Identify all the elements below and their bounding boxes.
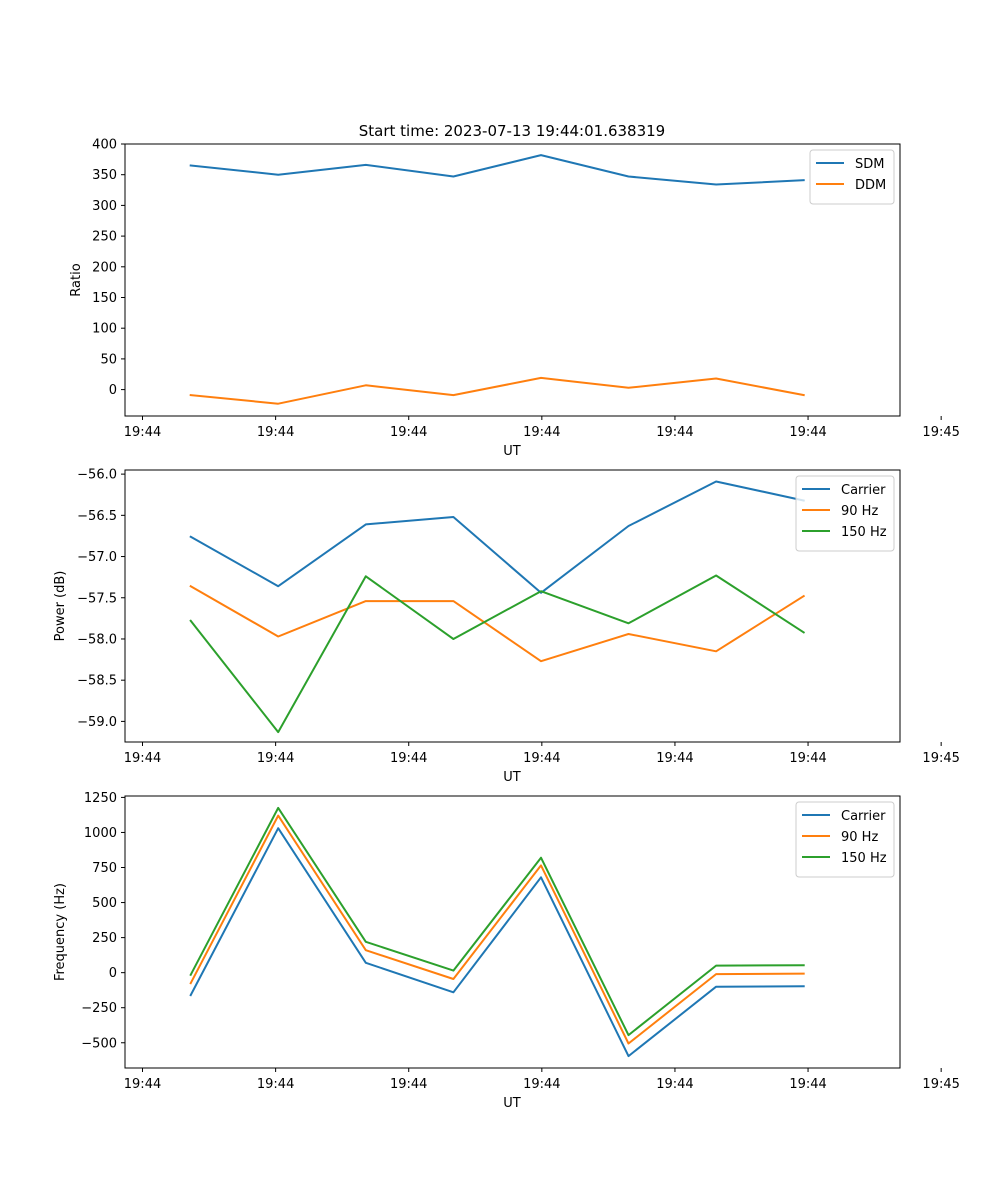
y-tick-label: 500 xyxy=(92,896,117,911)
x-axis-label: UT xyxy=(503,444,521,459)
y-tick-label: 750 xyxy=(92,861,117,876)
y-tick-label: 400 xyxy=(92,138,117,153)
legend-frame xyxy=(795,801,895,878)
series-line-ddm xyxy=(189,376,805,405)
chart-panel-3: 19:44 19:44 19:44 19:44 19:44 19:44 19:45 −500 −… xyxy=(53,791,960,1111)
y-tick-label: 0 xyxy=(109,966,117,981)
y-tick-label: 0 xyxy=(109,383,117,398)
x-tick-label: 19:44 xyxy=(257,751,294,766)
y-tick-label: 200 xyxy=(92,260,117,275)
y-tick-label: 1000 xyxy=(84,826,117,841)
y-tick-label: −58.0 xyxy=(77,632,117,647)
x-tick-label: 19:44 xyxy=(523,751,560,766)
y-tick-label: 50 xyxy=(100,352,117,367)
y-tick-label: 250 xyxy=(92,230,117,245)
series-line-150-hz xyxy=(189,574,806,734)
legend-label: 150 Hz xyxy=(841,851,887,866)
legend-label: 90 Hz xyxy=(841,504,878,519)
x-tick-label: 19:44 xyxy=(656,1077,693,1092)
legend: Carrier 90 Hz 150 Hz xyxy=(795,801,895,878)
x-axis-label: UT xyxy=(503,1096,521,1111)
series-line-150-hz xyxy=(189,806,805,1037)
y-tick-label: −57.0 xyxy=(77,550,117,565)
y-tick-label: −500 xyxy=(81,1036,117,1051)
figure-title: Start time: 2023-07-13 19:44:01.638319 xyxy=(359,122,665,140)
chart-panel-1: 19:44 19:44 19:44 19:44 19:44 19:44 19:45 0 50 10… xyxy=(69,138,960,460)
series-line-carrier xyxy=(189,827,805,1058)
x-tick-label: 19:44 xyxy=(257,1077,294,1092)
y-tick-label: 1250 xyxy=(84,791,117,806)
legend-label: Carrier xyxy=(841,809,886,824)
x-tick-label: 19:44 xyxy=(789,1077,826,1092)
y-tick-label: −56.0 xyxy=(77,468,117,483)
y-tick-label: 300 xyxy=(92,199,117,214)
x-tick-label: 19:44 xyxy=(390,425,427,440)
y-tick-label: 350 xyxy=(92,168,117,183)
y-tick-label: 100 xyxy=(92,322,117,337)
x-tick-label: 19:44 xyxy=(390,751,427,766)
y-axis-label: Power (dB) xyxy=(53,571,68,642)
y-tick-label: 250 xyxy=(92,931,117,946)
x-axis-label: UT xyxy=(503,770,521,785)
y-tick-label: −250 xyxy=(81,1001,117,1016)
x-tick-label: 19:45 xyxy=(922,751,959,766)
legend-frame xyxy=(795,475,895,552)
y-tick-label: 150 xyxy=(92,291,117,306)
x-tick-label: 19:44 xyxy=(124,425,161,440)
y-tick-label: −57.5 xyxy=(77,591,117,606)
legend-label: DDM xyxy=(855,178,886,193)
x-tick-label: 19:44 xyxy=(124,751,161,766)
plot-frame xyxy=(124,469,901,743)
y-axis-label: Frequency (Hz) xyxy=(53,883,68,981)
x-tick-label: 19:44 xyxy=(124,1077,161,1092)
y-tick-label: −58.5 xyxy=(77,674,117,689)
x-tick-label: 19:44 xyxy=(390,1077,427,1092)
plot-frame xyxy=(124,795,901,1069)
x-tick-label: 19:44 xyxy=(789,751,826,766)
x-tick-label: 19:44 xyxy=(789,425,826,440)
x-tick-label: 19:44 xyxy=(656,425,693,440)
x-tick-label: 19:44 xyxy=(523,425,560,440)
x-tick-label: 19:44 xyxy=(257,425,294,440)
series-line-carrier xyxy=(189,480,805,594)
legend-label: Carrier xyxy=(841,483,886,498)
x-tick-label: 19:44 xyxy=(523,1077,560,1092)
series-line-sdm xyxy=(189,154,805,186)
legend-label: 150 Hz xyxy=(841,525,887,540)
legend-label: 90 Hz xyxy=(841,830,878,845)
x-tick-label: 19:44 xyxy=(656,751,693,766)
x-tick-label: 19:45 xyxy=(922,425,959,440)
legend: Carrier 90 Hz 150 Hz xyxy=(795,475,895,552)
series-line-90-hz xyxy=(189,814,805,1045)
chart-panel-2: 19:44 19:44 19:44 19:44 19:44 19:44 19:45 −59.0… xyxy=(53,468,960,785)
x-tick-label: 19:45 xyxy=(922,1077,959,1092)
y-axis-label: Ratio xyxy=(69,263,84,296)
legend-label: SDM xyxy=(855,157,884,172)
series-line-90-hz xyxy=(189,584,806,663)
y-tick-label: −56.5 xyxy=(77,509,117,524)
plot-frame xyxy=(124,143,901,417)
y-tick-label: −59.0 xyxy=(77,715,117,730)
legend: SDM DDM xyxy=(809,149,895,205)
